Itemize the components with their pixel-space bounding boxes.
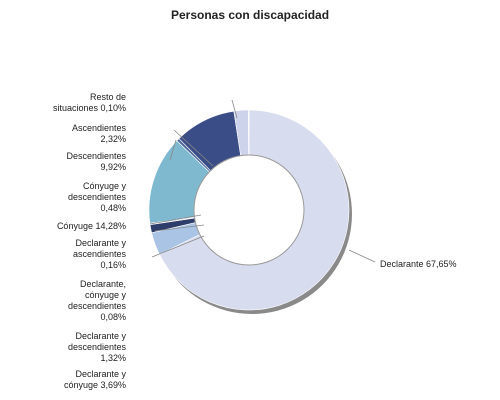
- label-declarante-descendientes: Declarante y descendientes 1,32%: [67, 331, 126, 363]
- chart-title: Personas con discapacidad: [170, 8, 330, 22]
- label-declarante-conyuge-descendientes: Declarante, cónyuge y descendientes 0,08…: [67, 279, 126, 322]
- leader-line: [173, 129, 214, 167]
- leader-line: [149, 214, 202, 225]
- leader-line: [169, 139, 177, 161]
- leader-line: [151, 235, 205, 258]
- label-declarante-conyuge: Declarante y cónyuge 3,69%: [63, 369, 126, 390]
- label-resto: Resto de situaciones 0,10%: [52, 92, 126, 113]
- label-declarante-ascendientes: Declarante y ascendientes 0,16%: [72, 238, 126, 270]
- label-conyuge: Cónyuge 14,28%: [56, 221, 126, 231]
- label-conyuge-descendientes: Cónyuge y descendientes 0,48%: [67, 181, 126, 213]
- leader-line: [231, 99, 238, 119]
- label-declarante: Declarante 67,65%: [380, 259, 457, 269]
- donut-hole: [193, 154, 305, 266]
- label-ascendientes: Ascendientes 2,32%: [71, 123, 126, 144]
- pie-slice-resto-de-situaciones: [248, 109, 250, 156]
- label-descendientes: Descendientes 9,92%: [66, 151, 126, 172]
- leader-line: [154, 224, 205, 232]
- leader-line: [348, 249, 376, 263]
